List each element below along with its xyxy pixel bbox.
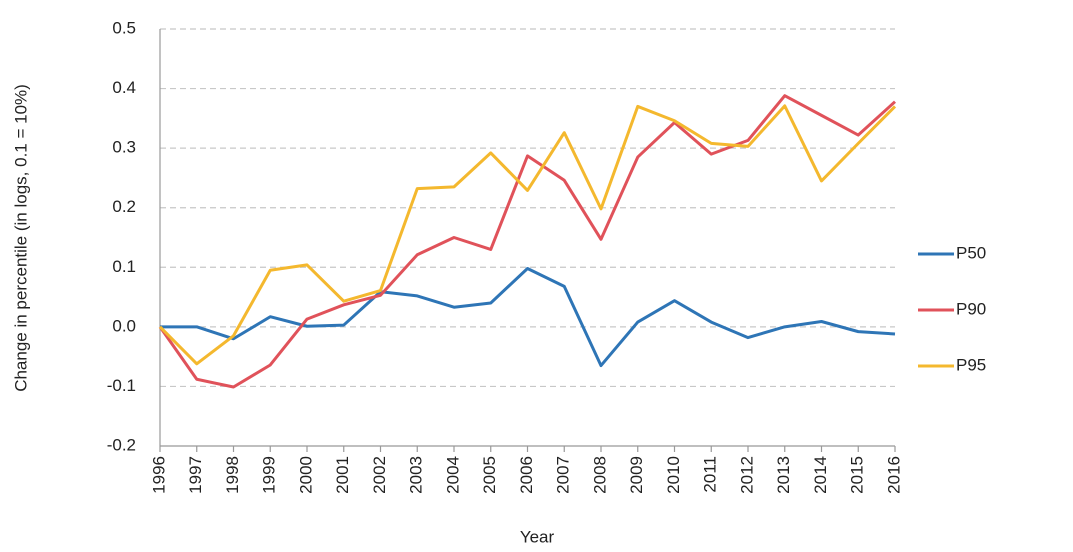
series-line <box>158 104 897 366</box>
x-tick-label: 1998 <box>223 456 242 494</box>
y-tick-label: 0.2 <box>112 197 136 216</box>
x-tick-label: 2007 <box>554 456 573 494</box>
y-tick-label: 0.3 <box>112 138 136 157</box>
x-tick-label: 2002 <box>370 456 389 494</box>
x-tick-label: 2016 <box>884 456 903 494</box>
x-tick-label: 1997 <box>186 456 205 494</box>
x-tick-label: 2009 <box>627 456 646 494</box>
x-tick-label: 2003 <box>407 456 426 494</box>
x-tick-label: 2008 <box>590 456 609 494</box>
legend-label: P95 <box>956 355 986 374</box>
x-tick-label: 2012 <box>737 456 756 494</box>
x-tick-label: 1996 <box>149 456 168 494</box>
x-tick-label: 2010 <box>664 456 683 494</box>
series-line <box>158 94 897 389</box>
x-axis-label: Year <box>520 527 555 546</box>
x-tick-label: 2005 <box>480 456 499 494</box>
series-line <box>160 266 896 368</box>
y-tick-label: 0.0 <box>112 316 136 335</box>
x-tick-label: 1999 <box>260 456 279 494</box>
x-tick-label: 2014 <box>811 456 830 494</box>
x-tick-label: 2004 <box>443 456 462 494</box>
legend-label: P50 <box>956 243 986 262</box>
y-tick-label: 0.1 <box>112 257 136 276</box>
y-axis-label: Change in percentile (in logs, 0.1 = 10%… <box>11 84 30 392</box>
x-tick-label: 2006 <box>517 456 536 494</box>
y-tick-label: -0.2 <box>107 435 136 454</box>
x-tick-label: 2013 <box>774 456 793 494</box>
y-tick-label: 0.4 <box>112 78 136 97</box>
x-tick-label: 2011 <box>701 456 720 493</box>
y-tick-label: -0.1 <box>107 376 136 395</box>
x-tick-label: 2000 <box>296 456 315 494</box>
x-tick-label: 2015 <box>848 456 867 494</box>
y-tick-label: 0.5 <box>112 18 136 37</box>
x-tick-label: 2001 <box>333 456 352 494</box>
legend-label: P90 <box>956 299 986 318</box>
